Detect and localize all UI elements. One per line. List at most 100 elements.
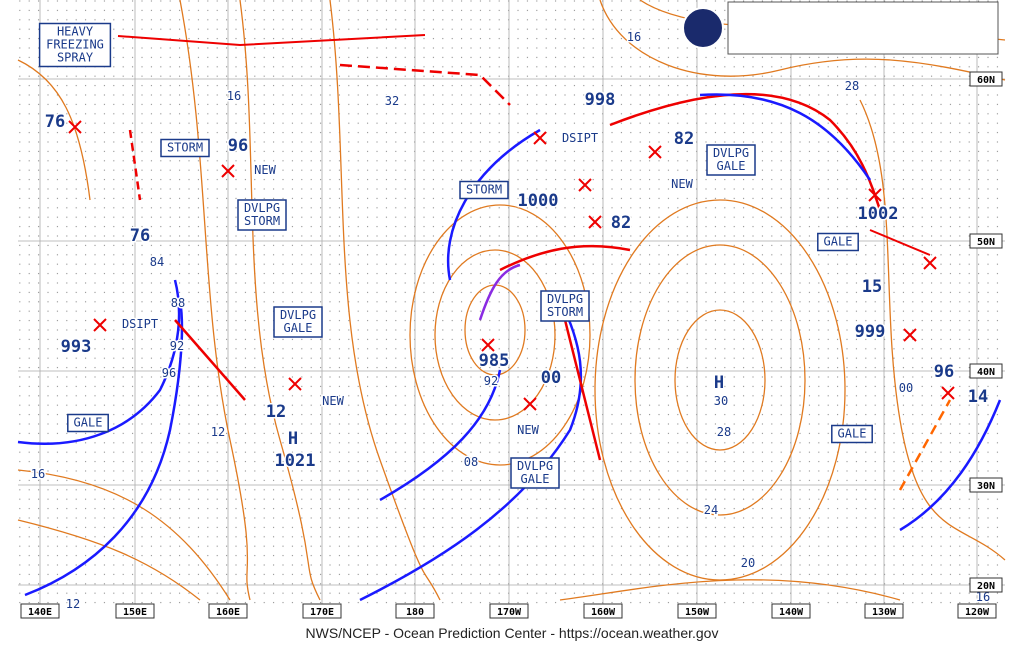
isobar-label: 16 — [227, 89, 241, 103]
warning-box — [817, 232, 859, 252]
pressure-label: 82 — [611, 213, 631, 233]
isobar-label: 00 — [899, 381, 913, 395]
warning-box — [237, 199, 287, 231]
low-marker — [648, 145, 662, 159]
pressure-label: 14 — [968, 387, 988, 407]
pressure-label: 985 — [479, 351, 510, 371]
warning-box — [831, 424, 873, 444]
lat-label: 20N — [977, 581, 995, 592]
warning-box — [540, 290, 590, 322]
warning-text: HEAVY — [57, 25, 94, 39]
lat-label: 50N — [977, 237, 995, 248]
low-marker — [93, 318, 107, 332]
low-marker — [288, 377, 302, 391]
lon-label: 140E — [28, 607, 52, 618]
note: DSIPT — [122, 317, 158, 331]
warning-text: GALE — [717, 159, 746, 173]
isobar-label: 32 — [385, 94, 399, 108]
pressure-label: 96 — [228, 136, 248, 156]
lat-label: 30N — [977, 481, 995, 492]
pressure-label: 96 — [934, 362, 954, 382]
lat-box — [969, 477, 1003, 493]
isobar-label: 92 — [484, 374, 498, 388]
low-marker — [588, 215, 602, 229]
warning-text: DVLPG — [547, 292, 583, 306]
lon-label: 150E — [123, 607, 147, 618]
lon-box — [957, 603, 997, 619]
warning-text: DVLPG — [517, 459, 553, 473]
isobar-label: 20 — [741, 556, 755, 570]
isobar-label: 24 — [704, 503, 718, 517]
warning-box — [459, 180, 509, 200]
warning-box — [706, 144, 756, 176]
lat-box — [969, 233, 1003, 249]
lat-label: 40N — [977, 367, 995, 378]
pressure-label: 76 — [45, 112, 65, 132]
warning-text: GALE — [521, 472, 550, 486]
isobar-label: 92 — [170, 339, 184, 353]
pressure-label: 999 — [855, 322, 886, 342]
pressure-label: 993 — [61, 337, 92, 357]
low-marker — [221, 164, 235, 178]
isobar-label: 96 — [162, 366, 176, 380]
lon-label: 120W — [965, 607, 990, 618]
low-marker — [578, 178, 592, 192]
lat-box — [969, 363, 1003, 379]
warning-text: GALE — [838, 427, 867, 441]
isobar-label: 88 — [171, 296, 185, 310]
note: NEW — [254, 163, 276, 177]
isobar-label: 16 — [976, 590, 990, 604]
isobar-label: 16 — [31, 467, 45, 481]
lon-box — [583, 603, 623, 619]
isobar-label: 12 — [66, 597, 80, 611]
pressure-label: 1002 — [858, 204, 899, 224]
warning-text: DVLPG — [280, 308, 316, 322]
lon-box — [489, 603, 529, 619]
lon-box — [20, 603, 60, 619]
pressure-label: 00 — [541, 368, 561, 388]
lon-label: 160W — [591, 607, 616, 618]
pressure-label: H — [288, 429, 298, 449]
warning-text: STORM — [167, 141, 203, 155]
warning-box — [38, 22, 112, 68]
low-marker — [941, 386, 955, 400]
low-marker — [523, 397, 537, 411]
header-box — [727, 1, 999, 55]
isobar-label: 84 — [150, 255, 164, 269]
isobars — [17, 0, 1006, 601]
pressure-label: 76 — [130, 226, 150, 246]
lon-box — [677, 603, 717, 619]
low-marker — [68, 120, 82, 134]
warning-box — [67, 413, 109, 433]
low-marker — [923, 256, 937, 270]
warning-box — [160, 138, 210, 158]
pressure-label: H — [714, 373, 724, 393]
lon-label: 170E — [310, 607, 334, 618]
pressure-label: 15 — [862, 277, 882, 297]
lon-label: 150W — [685, 607, 710, 618]
lon-label: 130W — [872, 607, 897, 618]
lon-box — [771, 603, 811, 619]
isobar-label: 28 — [717, 425, 731, 439]
warning-text: GALE — [824, 235, 853, 249]
low-marker — [533, 131, 547, 145]
note: NEW — [671, 177, 693, 191]
warning-text: STORM — [244, 214, 280, 228]
isobar-label: 28 — [845, 79, 859, 93]
lon-label: 180 — [406, 607, 424, 618]
low-marker — [903, 328, 917, 342]
pressure-label: 82 — [674, 129, 694, 149]
warning-text: GALE — [284, 321, 313, 335]
pressure-label: 12 — [266, 402, 286, 422]
isobar-label: 12 — [211, 425, 225, 439]
warning-text: DVLPG — [713, 146, 749, 160]
lon-label: 140W — [779, 607, 804, 618]
isobar-label: 16 — [627, 30, 641, 44]
note: DSIPT — [562, 131, 598, 145]
lon-box — [395, 603, 435, 619]
lat-label: 60N — [977, 75, 995, 86]
lon-box — [208, 603, 248, 619]
note: NEW — [517, 423, 539, 437]
pressure-label: 1021 — [275, 451, 316, 471]
